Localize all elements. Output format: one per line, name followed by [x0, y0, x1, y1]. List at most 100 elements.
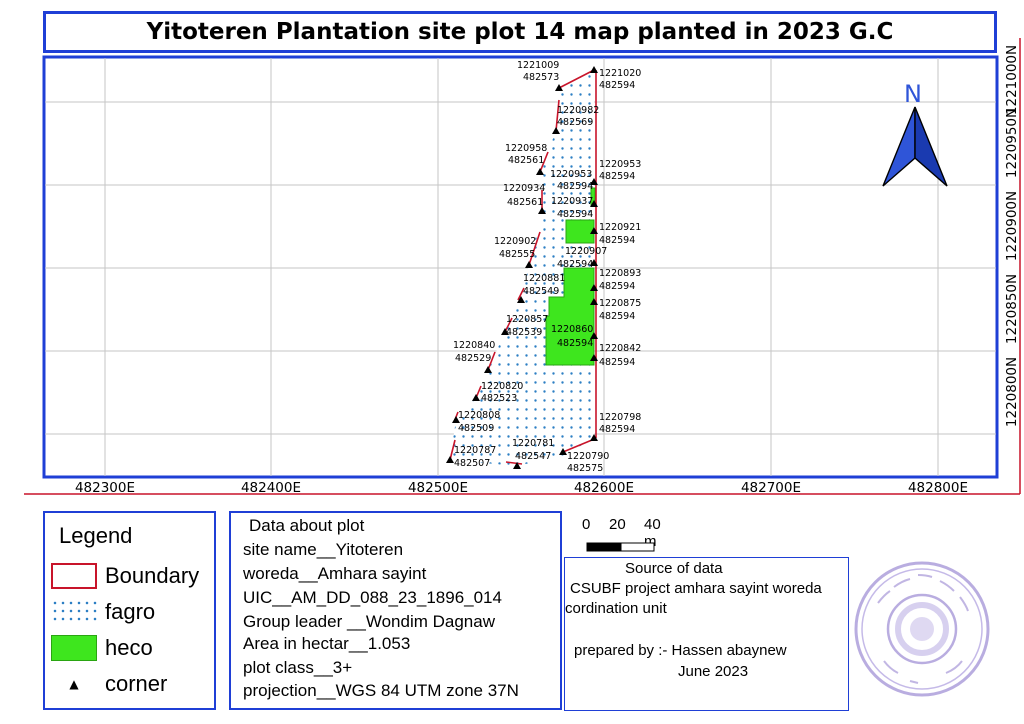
corner-label-n: 1220842: [599, 343, 641, 354]
legend-item-corner: ▲ corner: [51, 671, 167, 697]
easting-label: 482500E: [408, 480, 468, 496]
corner-triangle-icon: ▲: [69, 677, 79, 691]
plot-boundary: [449, 69, 597, 465]
boundary-swatch: [51, 563, 97, 589]
corner-label-e: 482561: [508, 155, 544, 166]
fagro-area: [450, 70, 594, 466]
corner-label-n: 1221020: [599, 68, 641, 79]
corner-label-e: 482507: [454, 458, 490, 469]
easting-label: 482700E: [741, 480, 801, 496]
corner-label-e: 482539: [506, 327, 542, 338]
corner-label-e: 482594: [599, 281, 635, 292]
northing-labels: 1220800N 1220850N 1220900N 1220950N 1221…: [1004, 45, 1020, 427]
corner-label-e: 482594: [599, 424, 635, 435]
corner-label-e: 482549: [523, 286, 559, 297]
plot-info-line: site name__Yitoteren: [243, 540, 404, 559]
corner-label-n: 1220907: [565, 246, 607, 257]
plot-info-line: UIC__AM_DD_088_23_1896_014: [243, 588, 502, 607]
map-title: Yitoteren Plantation site plot 14 map pl…: [146, 19, 894, 45]
corner-label-e: 482594: [557, 181, 593, 192]
corner-label-n: 1220840: [453, 340, 495, 351]
legend-item-heco: heco: [51, 635, 153, 661]
corner-label-n: 1220790: [567, 451, 609, 462]
north-label: N: [904, 80, 922, 108]
corner-label-n: 1220953: [599, 159, 641, 170]
corner-label-e: 482509: [458, 423, 494, 434]
legend-title: Legend: [59, 523, 133, 548]
plot-info-heading: Data about plot: [249, 516, 365, 535]
northing-label: 1220850N: [1004, 274, 1020, 344]
easting-label: 482600E: [574, 480, 634, 496]
corner-label-e: 482523: [481, 393, 517, 404]
source-line: Source of data: [625, 560, 723, 577]
coordinate-grid: [45, 58, 996, 476]
corner-label-e: 482594: [599, 235, 635, 246]
corner-label-n: 1220808: [458, 410, 500, 421]
corner-label-n: 1220798: [599, 412, 641, 423]
easting-label: 482400E: [241, 480, 301, 496]
northing-label: 1220800N: [1004, 357, 1020, 427]
source-line: prepared by :- Hassen abaynew: [574, 642, 787, 659]
corner-label-n: 1221009: [517, 60, 559, 71]
corner-label-e: 482573: [523, 72, 559, 83]
corner-label-n: 1220857: [506, 314, 548, 325]
corner-label-n: 1220982: [557, 105, 599, 116]
corner-label-e: 482569: [557, 117, 593, 128]
source-line: cordination unit: [565, 600, 667, 617]
corner-label-e: 482575: [567, 463, 603, 474]
corner-label-e: 482594: [599, 311, 635, 322]
corner-label-n: 1220881: [523, 273, 565, 284]
easting-labels: 482300E 482400E 482500E 482600E 482700E …: [75, 480, 968, 496]
corner-label-e: 482594: [557, 259, 593, 270]
corner-label-n: 1220820: [481, 381, 523, 392]
corner-label-n: 1220875: [599, 298, 641, 309]
corner-label-n: 1220902: [494, 236, 536, 247]
northing-label: 1221000N: [1004, 45, 1020, 115]
corner-label-n: 1220781: [512, 438, 554, 449]
legend-item-fagro: fagro: [51, 599, 155, 625]
corner-label-e: 482594: [599, 80, 635, 91]
north-arrow-icon: N: [882, 80, 948, 187]
heco-areas: [545, 187, 596, 366]
plot-info-line: Area in hectar__1.053: [243, 634, 411, 653]
northing-label: 1220900N: [1004, 191, 1020, 261]
source-panel: Source of data CSUBF project amhara sayi…: [564, 557, 849, 711]
plot-info-line: woreda__Amhara sayint: [243, 564, 427, 583]
corner-label-n: 1220937: [551, 196, 593, 207]
corner-label-n: 1220953: [550, 169, 592, 180]
corner-label-n: 1220958: [505, 143, 547, 154]
corner-label-e: 482529: [455, 353, 491, 364]
corner-label-e: 482594: [557, 338, 593, 349]
scale-bar: 0 20 40 m: [582, 516, 662, 556]
corner-label-e: 482594: [557, 209, 593, 220]
corner-label-e: 482555: [499, 249, 535, 260]
northing-label: 1220950N: [1004, 108, 1020, 178]
corner-label-e: 482547: [515, 451, 551, 462]
official-stamp-icon: [854, 561, 990, 697]
plot-info-panel: Data about plot site name__Yitoteren wor…: [229, 511, 562, 710]
source-line: CSUBF project amhara sayint woreda: [570, 580, 822, 597]
source-line: June 2023: [678, 663, 749, 680]
scale-label: 20: [609, 516, 626, 533]
plot-info-line: plot class__3+: [243, 658, 353, 677]
corner-label-n: 1220860: [551, 324, 593, 335]
easting-label: 482300E: [75, 480, 135, 496]
corner-markers: [446, 66, 598, 469]
corner-label-n: 1220893: [599, 268, 641, 279]
map-title-box: Yitoteren Plantation site plot 14 map pl…: [43, 11, 997, 53]
corner-label-e: 482594: [599, 171, 635, 182]
legend-panel: Legend Boundary fagro heco ▲ corner: [43, 511, 216, 710]
plot-info-line: Group leader __Wondim Dagnaw: [243, 612, 495, 631]
corner-label-e: 482561: [507, 197, 543, 208]
easting-label: 482800E: [908, 480, 968, 496]
corner-label-n: 1220934: [503, 183, 545, 194]
heco-swatch: [51, 635, 97, 661]
scale-label: 0: [582, 516, 591, 533]
corner-label-e: 482594: [599, 357, 635, 368]
fagro-swatch: [51, 599, 97, 625]
legend-item-boundary: Boundary: [51, 563, 199, 589]
plot-info-line: projection__WGS 84 UTM zone 37N: [243, 681, 519, 700]
corner-label-n: 1220921: [599, 222, 641, 233]
